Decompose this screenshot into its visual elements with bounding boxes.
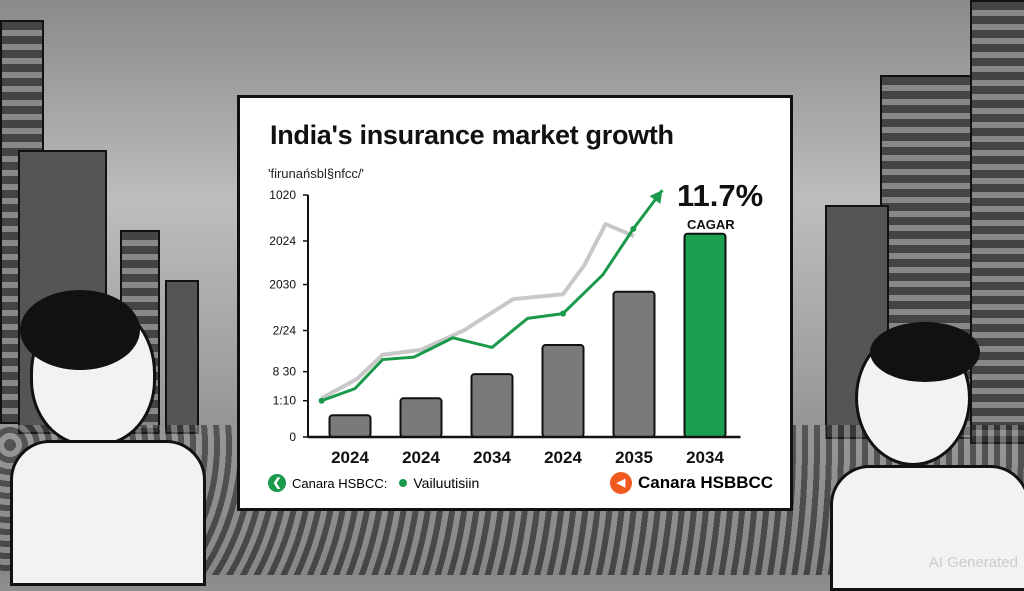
bar (470, 373, 514, 438)
woman-hair (20, 290, 140, 370)
x-tick-label: 2035 (615, 448, 653, 467)
building (165, 280, 199, 434)
gray-trend-line (320, 222, 635, 401)
y-tick-label: 2/24 (273, 324, 297, 338)
cagr-value: 11.7% (677, 178, 764, 213)
watermark: AI Generated (928, 554, 1018, 571)
woman-body (10, 440, 206, 586)
bar (541, 344, 585, 438)
line-point (318, 397, 325, 404)
legend-brand: Canara HSBCC: (292, 475, 388, 491)
brand-right: ◀ Canara HSBBCC (610, 472, 773, 494)
chart-title: India's insurance market growth (270, 120, 674, 150)
trend-up-arrow-icon (649, 190, 663, 205)
building (970, 0, 1024, 444)
canara-logo-orange-icon: ◀ (610, 472, 632, 494)
man-body (830, 465, 1024, 591)
x-tick-label: 2024 (544, 448, 582, 467)
bar (399, 397, 443, 438)
chart-subtitle: 'firunańsbl§nfcc/' (268, 166, 365, 181)
legend-series: Vailuutisiin (413, 475, 480, 491)
x-tick-label: 2024 (402, 448, 440, 467)
y-tick-label: 1020 (269, 188, 296, 202)
chart-billboard: India's insurance market growth 'firunań… (237, 95, 793, 511)
y-tick-label: 2030 (269, 278, 296, 292)
bar (612, 290, 656, 438)
chart-plot: 2024 2024 2034 2024 2035 2034 1020 2024 2030 2/24… (269, 188, 741, 467)
x-tick-label: 2024 (331, 448, 369, 467)
y-tick-label: 8 30 (273, 365, 297, 379)
cagr-label: CAGAR (687, 217, 735, 232)
legend-dot-icon (399, 479, 408, 487)
legend: ❮ Canara HSBCC: Vailuutisiin (268, 474, 479, 492)
x-tick-label: 2034 (686, 448, 724, 467)
canara-logo-green-icon: ❮ (268, 474, 286, 492)
y-tick-label: 2024 (269, 234, 296, 248)
line-point (630, 225, 637, 232)
x-tick-label: 2034 (473, 448, 511, 467)
green-trend-line (321, 189, 664, 403)
brand-right-label: Canara HSBBCC (638, 473, 774, 492)
man-hair (870, 322, 980, 382)
y-tick-label: 1:10 (273, 394, 297, 408)
line-point (560, 310, 566, 317)
y-tick-label: 0 (289, 430, 296, 444)
bar (683, 232, 727, 438)
bar (328, 414, 372, 439)
